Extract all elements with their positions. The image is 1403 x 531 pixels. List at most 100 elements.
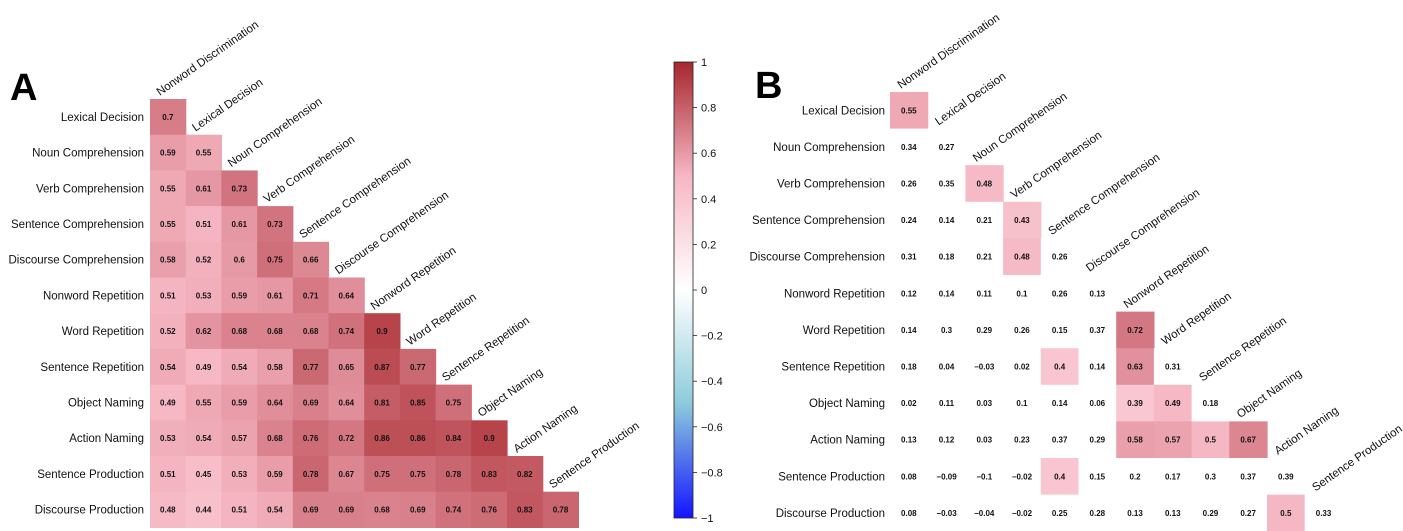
heatmap-cell — [221, 313, 258, 350]
cell-value-label: 0.52 — [196, 256, 212, 265]
cell-value-label: 0.65 — [339, 363, 355, 372]
heatmap-cell — [1040, 275, 1080, 313]
heatmap-cell — [221, 384, 258, 421]
heatmap-cell — [542, 491, 579, 528]
column-label-sentence-production: Sentence Production — [547, 420, 641, 491]
colorbar-tick-label: −1 — [701, 513, 714, 525]
heatmap-cell — [185, 134, 222, 171]
heatmap-cell — [890, 494, 929, 531]
cell-value-label: 0.03 — [976, 436, 992, 445]
heatmap-cell — [1003, 311, 1042, 349]
heatmap-cell — [1116, 421, 1155, 459]
heatmap-cell — [150, 134, 187, 171]
cell-value-label: 0.33 — [1316, 509, 1332, 518]
cell-value-label: 0.68 — [303, 327, 319, 336]
heatmap-cell — [364, 384, 401, 421]
cell-value-label: 0.54 — [196, 434, 212, 443]
column-label-noun-comprehension: Noun Comprehension — [226, 96, 325, 170]
cell-value-label: 0.24 — [901, 216, 917, 225]
colorbar-tick-label: −0.4 — [701, 376, 723, 388]
column-label-action-naming: Action Naming — [1273, 405, 1341, 458]
cell-value-label: 0.9 — [484, 434, 496, 443]
cell-value-label: −0.03 — [974, 363, 995, 372]
heatmap-cell — [927, 275, 966, 313]
cell-value-label: 0.03 — [976, 399, 992, 408]
heatmap-cell — [890, 275, 929, 313]
heatmap-cell — [1078, 275, 1117, 313]
heatmap-cell — [890, 384, 929, 422]
heatmap-panel-b: B 0.55 0.34 0.27 0.26 0.35 0.48 0.24 0.14 0.21 0.4… — [749, 12, 1403, 531]
heatmap-panel-a: A 0.7 0.59 0.55 0.55 0.61 0.73 0.55 0.51 0.61 0.73… — [8, 19, 642, 528]
heatmap-cell — [1078, 494, 1117, 531]
cell-value-label: 0.14 — [1090, 363, 1106, 372]
heatmap-cell — [1003, 348, 1042, 386]
column-label-sentence-repetition: Sentence Repetition — [440, 315, 532, 384]
row-label-nonword-repetition: Nonword Repetition — [784, 288, 885, 300]
heatmap-cell — [1153, 384, 1193, 422]
cell-value-label: 0.26 — [1052, 289, 1068, 298]
heatmap-cell — [328, 420, 365, 457]
heatmap-cell — [399, 348, 437, 386]
cell-value-label: 0.83 — [481, 470, 497, 479]
cell-value-label: 0.5 — [1280, 509, 1292, 518]
colorbar-tick-label: −0.2 — [701, 331, 723, 343]
heatmap-cell — [927, 421, 966, 459]
cell-value-label: 0.58 — [267, 363, 283, 372]
heatmap-cell — [221, 491, 258, 528]
heatmap-cell — [292, 456, 330, 493]
heatmap-cell — [292, 313, 330, 350]
row-label-discourse-comprehension: Discourse Comprehension — [749, 252, 885, 264]
cell-value-label: 0.57 — [1165, 436, 1181, 445]
cell-value-label: 0.55 — [160, 184, 176, 193]
column-label-verb-comprehension: Verb Comprehension — [1009, 129, 1104, 201]
cell-value-label: 0.86 — [374, 434, 390, 443]
row-label-word-repetition: Word Repetition — [62, 326, 144, 338]
cell-value-label: 0.85 — [410, 398, 426, 407]
heatmap-cell — [1267, 458, 1306, 496]
cell-value-label: −0.02 — [1012, 472, 1033, 481]
cell-value-label: 0.06 — [1090, 399, 1106, 408]
panel-label: A — [10, 67, 37, 109]
heatmap-cell — [1003, 421, 1042, 459]
cell-value-label: 0.13 — [1165, 509, 1181, 518]
heatmap-cell — [1078, 348, 1117, 386]
heatmap-cell — [1040, 311, 1080, 349]
row-label-sentence-repetition: Sentence Repetition — [40, 362, 144, 374]
heatmap-cell — [185, 456, 222, 493]
heatmap-cell — [1116, 458, 1155, 496]
heatmap-cell — [292, 384, 330, 421]
heatmap-cell — [185, 384, 222, 421]
cell-value-label: 0.76 — [481, 506, 497, 515]
cell-value-label: 0.5 — [1205, 436, 1217, 445]
cell-value-label: 0.26 — [1052, 253, 1068, 262]
cell-value-label: 0.1 — [1016, 399, 1028, 408]
heatmap-cell — [965, 494, 1004, 531]
cell-value-label: 0.54 — [160, 363, 176, 372]
heatmap-cell — [1191, 458, 1230, 496]
colorbar-tick-label: 0.8 — [701, 103, 716, 115]
heatmap-cell — [150, 206, 187, 243]
cell-value-label: 0.69 — [303, 398, 319, 407]
heatmap-cell — [221, 206, 258, 243]
cell-value-label: 0.13 — [901, 436, 917, 445]
colorbar-tick-label: 0.4 — [701, 194, 716, 206]
heatmap-cell — [1078, 311, 1117, 349]
cell-value-label: 0.26 — [901, 180, 917, 189]
heatmap-cell — [399, 384, 437, 421]
cell-value-label: 0.61 — [267, 291, 283, 300]
cell-value-label: 0.49 — [160, 398, 176, 407]
cell-value-label: 0.74 — [339, 327, 355, 336]
cell-value-label: 0.53 — [160, 434, 176, 443]
heatmap-cell — [1153, 494, 1193, 531]
column-label-noun-comprehension: Noun Comprehension — [971, 91, 1070, 165]
heatmap-cell — [965, 275, 1004, 313]
heatmap-cell — [890, 165, 929, 203]
cell-value-label: 0.64 — [339, 398, 355, 407]
heatmap-cell — [927, 165, 966, 203]
heatmap-cell — [1229, 458, 1268, 496]
row-label-lexical-decision: Lexical Decision — [802, 105, 885, 117]
heatmap-cell — [890, 458, 929, 496]
cell-value-label: 0.37 — [1090, 326, 1106, 335]
heatmap-cell — [1003, 458, 1042, 496]
cell-value-label: 0.67 — [339, 470, 355, 479]
